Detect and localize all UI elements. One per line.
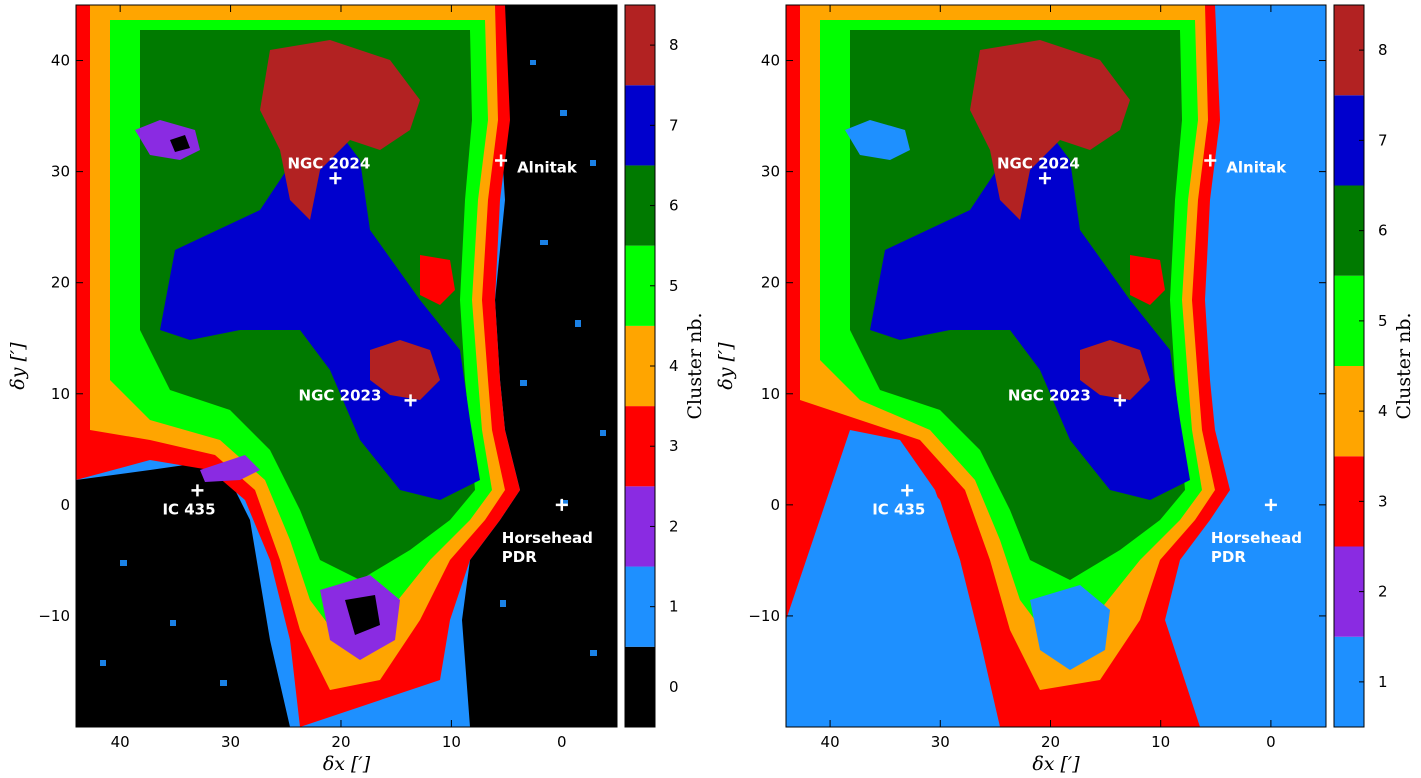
right-annotation-label: IC 435: [872, 500, 925, 518]
right-ytick-label: −10: [748, 607, 780, 625]
left-axes: 40 30 20 10 0 −10 0 10 20 30 40 δx [′] δy [′]: [7, 5, 617, 775]
right-marker-cross: [1113, 394, 1126, 407]
left-marker-cross: [404, 394, 417, 407]
right-xtick-label: 0: [1266, 733, 1276, 751]
right-annotation-label: NGC 2023: [1008, 386, 1091, 404]
right-ytick-label: 10: [761, 385, 780, 403]
left-x-axis-label: δx [′]: [323, 753, 371, 775]
left-xtick-label: 10: [442, 733, 461, 751]
left-xtick-label: 0: [557, 733, 567, 751]
left-ytick-label: 30: [51, 163, 70, 181]
right-plot-frame: [785, 4, 1327, 728]
right-ytick-label: 40: [761, 52, 780, 70]
right-colorbar-tick-label: 1: [1378, 673, 1388, 691]
right-axes: 40 30 20 10 0 −10 0 10 20 30 40 δx [′] δy [′]: [715, 5, 1326, 775]
left-cluster-map: [76, 5, 617, 727]
left-annotation-label: NGC 2024: [287, 154, 370, 172]
left-colorbar-tick-label: 7: [669, 116, 679, 134]
left-annotations: NGC 2024 Alnitak NGC 2023 IC 435 HorseheadPD…: [162, 154, 592, 566]
right-xtick-label: 40: [821, 733, 840, 751]
left-colorbar-tick-label: 0: [669, 678, 679, 696]
right-colorbar-tick-label: 2: [1378, 583, 1388, 601]
right-xtick-label: 10: [1151, 733, 1170, 751]
right-cluster-map: [786, 5, 1326, 727]
left-annotation-label: IC 435: [162, 500, 215, 518]
left-colorbar-tick-label: 2: [669, 517, 679, 535]
left-annotation-label: NGC 2023: [299, 386, 382, 404]
left-marker-cross: [555, 498, 568, 511]
right-marker-cross: [1038, 172, 1051, 185]
left-ytick-label: −10: [38, 607, 70, 625]
left-colorbar-label: Cluster nb.: [684, 312, 706, 419]
left-marker-cross: [329, 172, 342, 185]
right-ytick-label: 0: [770, 496, 780, 514]
right-annotation-label: PDR: [1211, 548, 1246, 566]
right-annotation-label: Alnitak: [1226, 159, 1287, 177]
left-marker-cross: [191, 484, 204, 497]
left-colorbar-tick-label: 1: [669, 598, 679, 616]
right-annotations: NGC 2024 Alnitak NGC 2023 IC 435 HorseheadPD…: [872, 154, 1302, 566]
left-annotation-label: PDR: [502, 548, 537, 566]
right-colorbar-frame: [1333, 4, 1365, 728]
right-x-axis-label: δx [′]: [1032, 753, 1080, 775]
left-y-axis-label: δy [′]: [7, 342, 29, 390]
left-ytick-label: 20: [51, 274, 70, 292]
right-ytick-label: 30: [761, 163, 780, 181]
right-colorbar-tick-label: 6: [1378, 222, 1388, 240]
right-xtick-label: 20: [1041, 733, 1060, 751]
left-colorbar-frame: [624, 4, 656, 728]
right-colorbar: 1 2 3 4 5 6 7 8 Cluster nb.: [1333, 4, 1415, 728]
right-annotation-label: NGC 2024: [997, 154, 1080, 172]
left-xtick-label: 20: [331, 733, 350, 751]
right-annotation-label: Horsehead: [1211, 529, 1302, 547]
left-plot-frame: [75, 4, 618, 728]
left-colorbar: 0 1 2 3 4 5 6 7 8 Cluster nb.: [624, 4, 706, 728]
left-xtick-label: 40: [111, 733, 130, 751]
left-ytick-label: 40: [51, 52, 70, 70]
right-colorbar-tick-label: 5: [1378, 312, 1388, 330]
right-marker-cross: [901, 484, 914, 497]
left-xtick-label: 30: [221, 733, 240, 751]
right-colorbar-tick-label: 3: [1378, 492, 1388, 510]
right-marker-cross: [1204, 154, 1217, 167]
left-annotation-label: Alnitak: [517, 159, 578, 177]
left-colorbar-tick-label: 5: [669, 277, 679, 295]
right-colorbar-tick-label: 7: [1378, 131, 1388, 149]
right-colorbar-tick-label: 4: [1378, 402, 1388, 420]
right-ytick-label: 20: [761, 274, 780, 292]
left-colorbar-tick-label: 6: [669, 197, 679, 215]
left-marker-cross: [495, 154, 508, 167]
left-ytick-label: 10: [51, 385, 70, 403]
left-colorbar-tick-label: 8: [669, 36, 679, 54]
right-colorbar-tick-label: 8: [1378, 41, 1388, 59]
left-colorbar-tick-label: 3: [669, 437, 679, 455]
right-marker-cross: [1264, 498, 1277, 511]
left-ytick-label: 0: [60, 496, 70, 514]
left-colorbar-tick-label: 4: [669, 357, 679, 375]
right-colorbar-label: Cluster nb.: [1393, 312, 1415, 419]
right-panel: 40 30 20 10 0 −10 0 10 20 30 40 δx [′] δy [′] NGC 20…: [715, 4, 1415, 775]
right-xtick-label: 30: [931, 733, 950, 751]
right-y-axis-label: δy [′]: [715, 342, 737, 390]
left-annotation-label: Horsehead: [502, 529, 593, 547]
